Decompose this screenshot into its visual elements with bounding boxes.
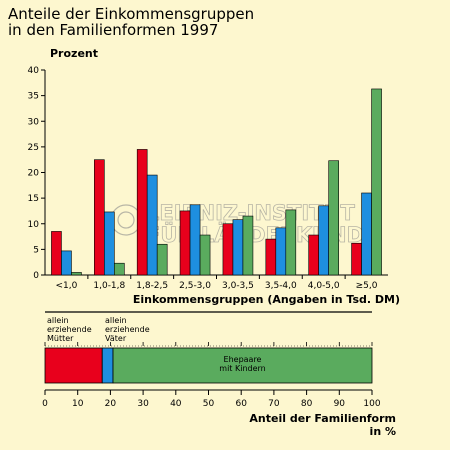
bar [94, 159, 105, 276]
bar [179, 210, 191, 276]
y-tick-label: 20 [28, 169, 40, 179]
stack-x-tick-label: 50 [203, 399, 215, 409]
watermark-logo [110, 204, 142, 236]
stack-x-tick-label: 20 [105, 399, 117, 409]
y-axis-label: Prozent [50, 47, 98, 60]
stack-x-tick-label: 10 [72, 399, 84, 409]
y-tick-label: 10 [28, 220, 40, 230]
stack-x-tick-label: 40 [170, 399, 182, 409]
income-group-bar-chart: Prozent 0 5 10 15 20 25 30 35 40 <1,0 1,0-1,8 1,8-2,… [28, 47, 400, 306]
x-tick-label: 3,0-3,5 [222, 281, 254, 291]
x-tick-label: 4,0-5,0 [308, 281, 340, 291]
stack-segment-label: Mütter [47, 334, 74, 343]
stack-x-tick-label: 100 [363, 399, 380, 409]
bar [114, 262, 125, 276]
stack-segment [44, 347, 103, 384]
stack-x-tick-label: 30 [137, 399, 149, 409]
x-tick-label: <1,0 [56, 281, 78, 291]
y-tick-label: 5 [33, 245, 39, 255]
y-tick-label: 40 [28, 66, 40, 76]
x-tick-label: ≥5,0 [356, 281, 378, 291]
stack-segment-label: allein [105, 316, 127, 325]
bar [71, 272, 82, 276]
y-tick-label: 25 [28, 143, 39, 153]
stack-segment-label: erziehende [105, 325, 150, 334]
stack-segment [101, 347, 114, 384]
stack-segment-label: Väter [105, 334, 127, 343]
bar [275, 227, 287, 276]
stack-x-axis-label: Anteil der Familienform [249, 412, 396, 425]
bar [232, 219, 244, 276]
stack-segment-label: erziehende [47, 325, 92, 334]
bar [285, 209, 297, 276]
x-tick-label: 1,8-2,5 [136, 281, 168, 291]
stack-segment-label: Ehepaare [224, 355, 262, 364]
bar [199, 234, 211, 276]
stack-x-tick-label: 90 [334, 399, 346, 409]
bar [328, 160, 339, 276]
bar [156, 243, 168, 276]
y-tick-label: 0 [33, 271, 39, 281]
bar [51, 231, 62, 276]
y-tick-label: 15 [28, 194, 39, 204]
stack-segment-label: mit Kindern [219, 364, 265, 373]
chart-title: Anteile der Einkommensgruppen in den Fam… [8, 5, 255, 39]
bar [136, 149, 148, 276]
bar [61, 250, 72, 276]
y-tick-label: 35 [28, 92, 39, 102]
y-tick-label: 30 [28, 117, 40, 127]
bar [308, 234, 319, 276]
x-tick-label: 1,0-1,8 [93, 281, 125, 291]
family-form-stacked-bar: alleinerziehendeMütteralleinerziehendeVä… [42, 311, 396, 438]
bar [371, 88, 382, 276]
stack-x-tick-label: 80 [301, 399, 313, 409]
bar [265, 238, 277, 276]
x-axis-label: Einkommensgruppen (Angaben in Tsd. DM) [133, 293, 400, 306]
stack-segment-label: allein [47, 316, 69, 325]
stack-x-tick-label: 0 [42, 399, 48, 409]
stack-segment [112, 347, 373, 384]
stack-x-tick-label: 70 [268, 399, 280, 409]
x-tick-label: 2,5-3,0 [179, 281, 211, 291]
stack-x-axis-label: in % [370, 425, 396, 438]
bar [104, 211, 115, 276]
bar [146, 174, 158, 276]
bar [351, 242, 362, 276]
bar [222, 223, 234, 276]
bar [189, 204, 201, 276]
x-tick-label: 3,5-4,0 [265, 281, 297, 291]
bar [242, 215, 254, 276]
bar [361, 192, 372, 276]
bar [318, 205, 329, 276]
stack-x-tick-label: 60 [235, 399, 247, 409]
